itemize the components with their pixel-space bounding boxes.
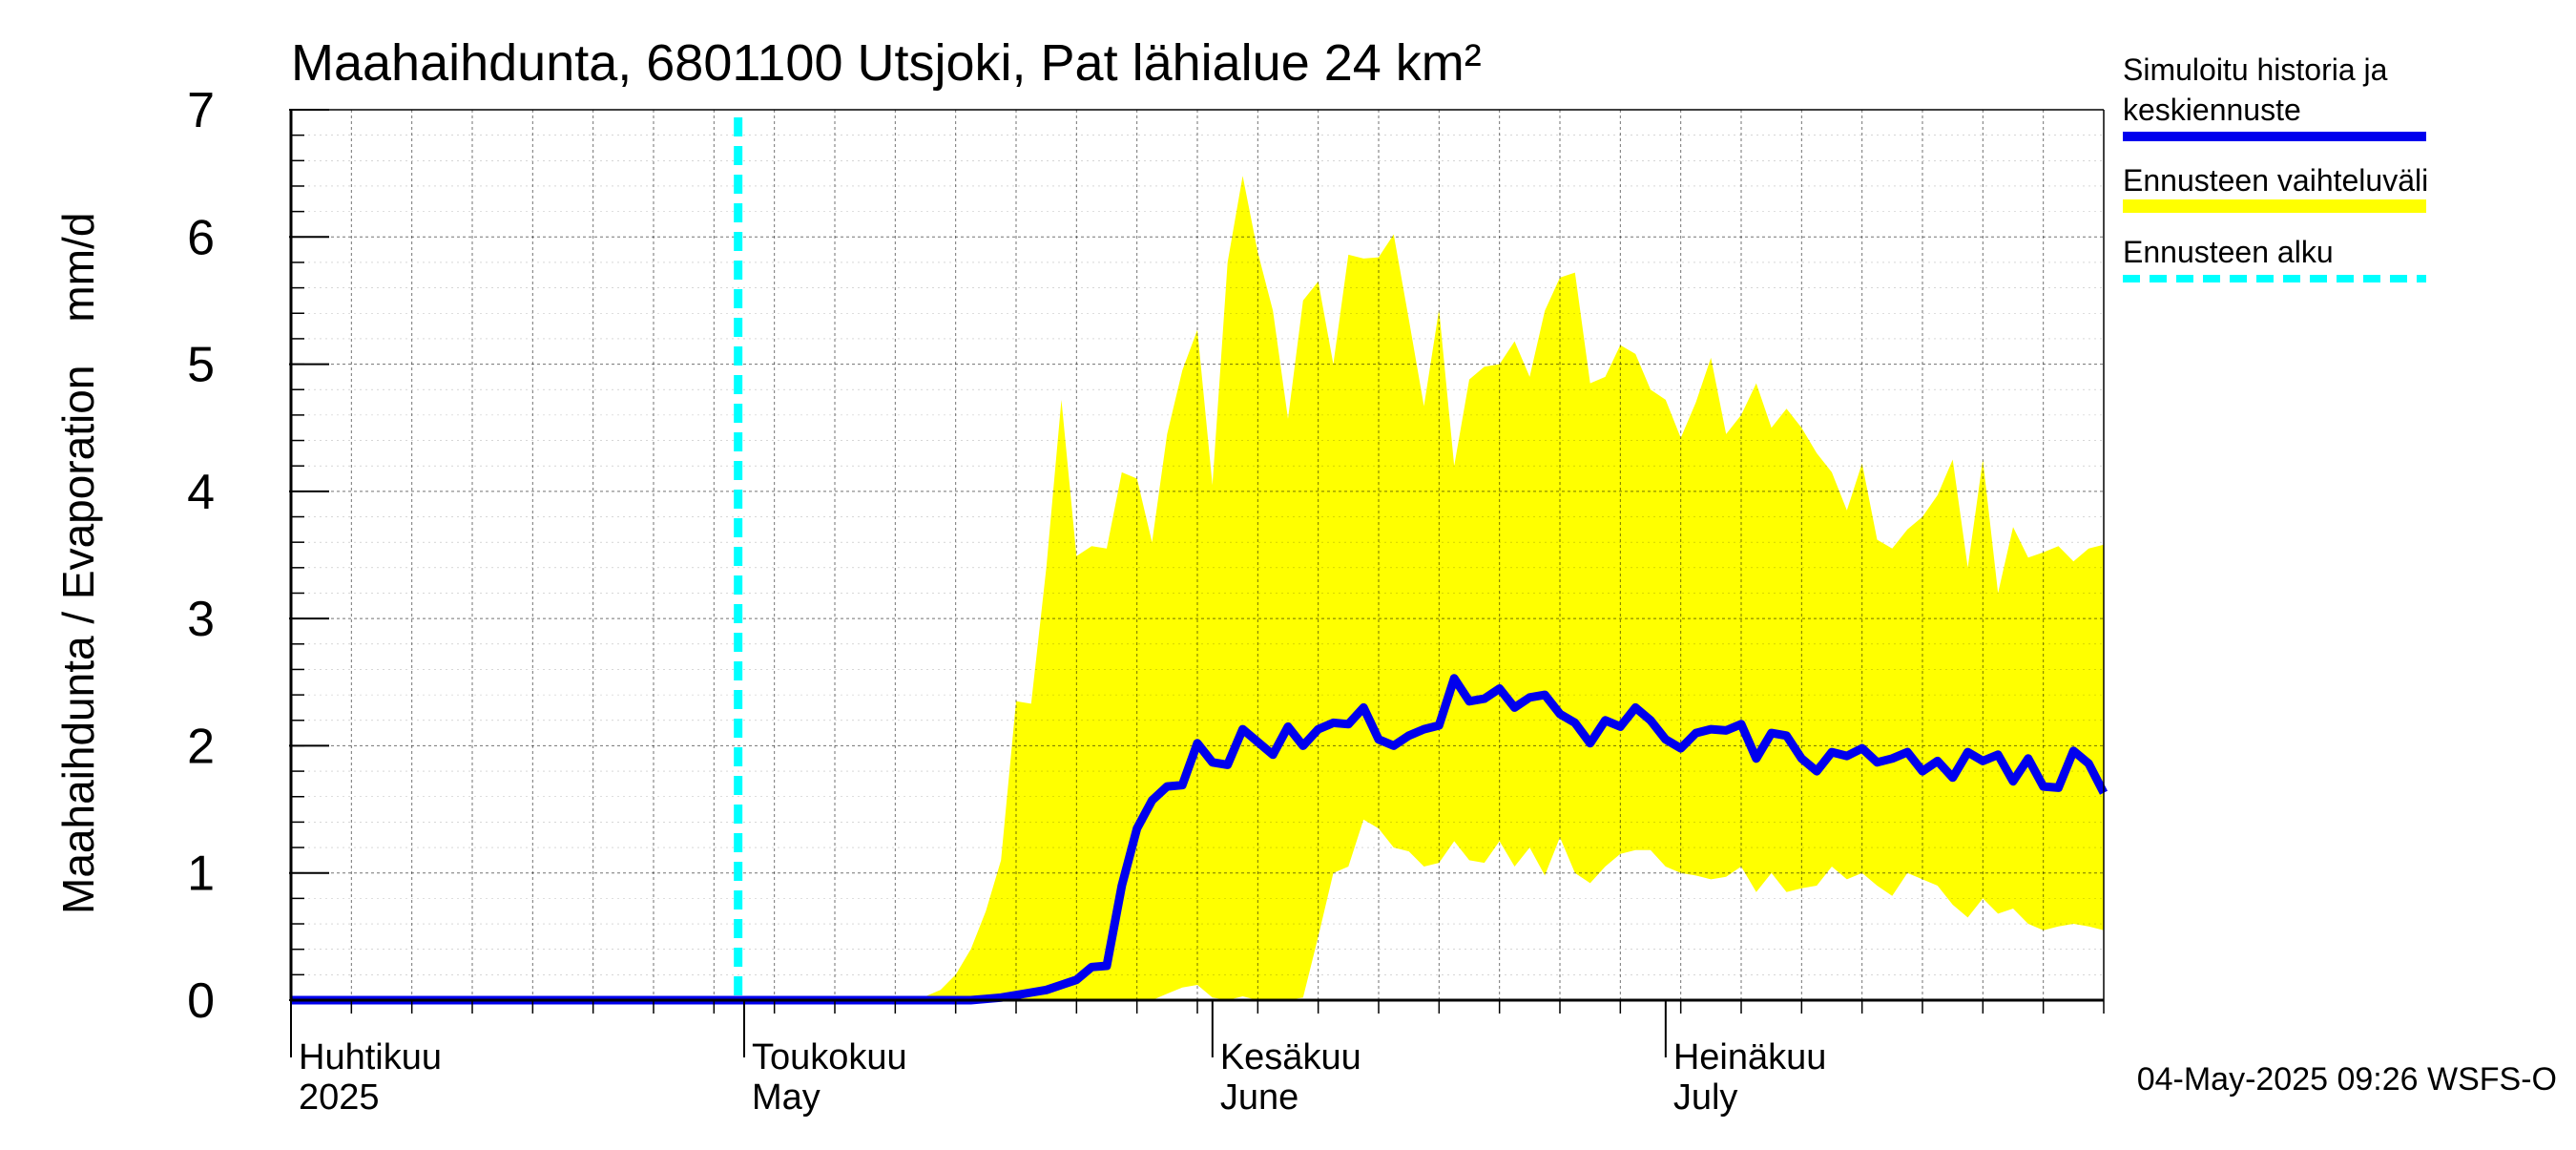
y-tick-label: 1	[187, 847, 215, 902]
mean-line	[291, 674, 2108, 1005]
axes	[289, 109, 2105, 1057]
y-tick-label: 2	[187, 719, 215, 774]
y-tick-label: 7	[187, 83, 215, 138]
footer-timestamp: 04-May-2025 09:26 WSFS-O	[2137, 1061, 2557, 1098]
legend-range-label: Ennusteen vaihteluväli	[2123, 163, 2428, 198]
y-tick-label: 0	[187, 973, 215, 1029]
y-tick-label: 6	[187, 210, 215, 265]
x-month-label-fi: Kesäkuu	[1220, 1037, 1361, 1077]
x-month-label-fi: Heinäkuu	[1673, 1037, 1827, 1077]
x-month-label-fi: Toukokuu	[752, 1037, 907, 1077]
x-month-label-en: June	[1220, 1077, 1298, 1118]
forecast-range-area	[291, 176, 2104, 1001]
y-tick-label: 5	[187, 338, 215, 393]
x-month-label-en: May	[752, 1077, 821, 1118]
x-month-label-fi: Huhtikuu	[299, 1037, 442, 1077]
grid	[291, 109, 2104, 1000]
legend: Simuloitu historia ja keskiennuste Ennus…	[2123, 52, 2428, 282]
x-month-label-en: July	[1673, 1077, 1738, 1118]
x-month-label-en: 2025	[299, 1077, 380, 1118]
mean-series-line	[291, 674, 2108, 1005]
legend-start-label: Ennusteen alku	[2123, 235, 2334, 269]
y-axis-label: Maahaihdunta / Evaporationmm/d	[53, 213, 103, 914]
chart-title: Maahaihdunta, 6801100 Utsjoki, Pat lähia…	[291, 34, 1482, 92]
legend-sim-label-1: Simuloitu historia ja	[2123, 52, 2388, 87]
forecast-range-band	[291, 176, 2104, 1001]
y-tick-labels: 0 1 2 3 4 5 6 7	[187, 83, 215, 1029]
y-tick-label: 4	[187, 465, 215, 520]
y-tick-label: 3	[187, 592, 215, 647]
legend-sim-label-2: keskiennuste	[2123, 93, 2301, 127]
